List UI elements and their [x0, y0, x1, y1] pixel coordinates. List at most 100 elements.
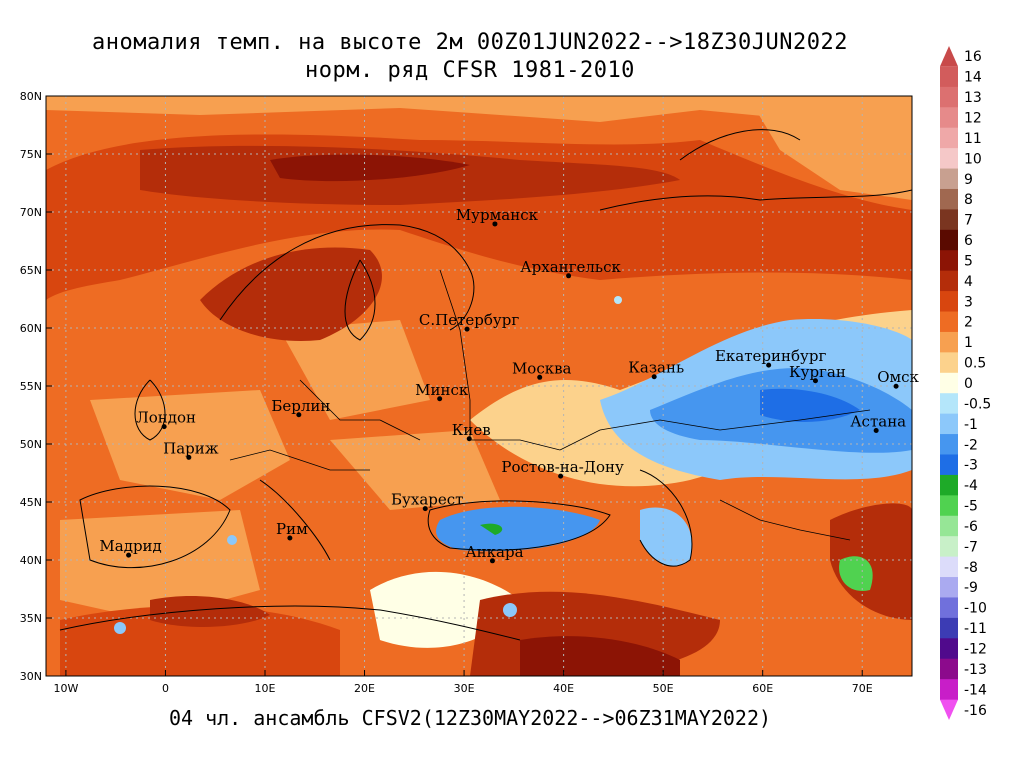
lon-label: 70E: [852, 682, 873, 695]
coast-iberia: [79, 485, 231, 569]
colorbar-label: 3: [964, 294, 973, 310]
city-label: Киев: [452, 421, 491, 439]
city-dot: [186, 454, 192, 460]
city-label: Ростов-на-Дону: [501, 458, 624, 476]
colorbar-swatch: [940, 86, 958, 108]
lat-label: 75N: [20, 148, 42, 161]
lat-label: 40N: [20, 554, 42, 567]
colorbar-swatch: [940, 556, 958, 578]
colorbar-label: 14: [964, 70, 982, 86]
city-label: Мурманск: [456, 206, 539, 224]
colorbar-label: -8: [964, 560, 978, 576]
city-label: Курган: [789, 363, 846, 381]
city-dot: [893, 383, 899, 389]
city-dot: [537, 374, 543, 380]
colorbar-swatch: [940, 679, 958, 701]
city-dot: [558, 473, 564, 479]
city-label: Екатеринбург: [715, 347, 826, 365]
city-label: Минск: [415, 381, 469, 399]
colorbar-swatch: [940, 46, 958, 67]
colorbar-label: -12: [964, 642, 987, 658]
colorbar-swatch: [940, 577, 958, 598]
city-dot: [766, 362, 772, 368]
lon-label: 0: [162, 682, 169, 695]
colorbar-swatch: [940, 434, 958, 455]
colorbar-swatch: [940, 638, 958, 660]
city-label: Мадрид: [99, 537, 161, 555]
city-markers: Мурманск Архангельск С.Петербург Москва Каза…: [99, 206, 920, 564]
colorbar-swatch: [940, 66, 958, 88]
colorbar-label: -13: [964, 662, 987, 678]
coast-novaya-zemlya: [679, 129, 801, 161]
city-label: Анкара: [465, 543, 523, 561]
city-dot: [466, 436, 472, 442]
city-dot: [812, 378, 818, 384]
city-label: Москва: [512, 359, 572, 377]
colorbar-label: -4: [964, 478, 978, 494]
city-label: Лондон: [136, 409, 196, 427]
lon-label: 20E: [354, 682, 375, 695]
colorbar-swatch: [940, 597, 958, 619]
colorbar-swatch: [940, 413, 958, 435]
colorbar: 16 14 13 12 11 10 9 8 7 6 5 4 3 2 1 0.5 0 -0.5 -1 -2 -3 -4 -5 -…: [940, 46, 991, 720]
map-title-line1: аномалия темп. на высоте 2м 00Z01JUN2022…: [92, 30, 848, 55]
city-label: Париж: [163, 439, 219, 457]
field-north-edge: [46, 96, 912, 130]
country-borders: [229, 269, 871, 541]
colorbar-swatch: [940, 311, 958, 333]
colorbar-label: -0.5: [964, 396, 991, 412]
colorbar-label: -10: [964, 601, 987, 617]
city-label: Астана: [850, 413, 906, 431]
colorbar-swatch: [940, 393, 958, 415]
city-dot: [651, 374, 657, 380]
colorbar-swatch: [940, 229, 958, 251]
lat-label: 65N: [20, 264, 42, 277]
coastlines: [59, 129, 913, 641]
colorbar-label: -1: [964, 417, 978, 433]
colorbar-swatch: [940, 270, 958, 292]
city-dot: [126, 552, 132, 558]
city-label: Казань: [628, 359, 684, 377]
colorbar-label: 0: [964, 376, 973, 392]
colorbar-swatch: [940, 331, 958, 353]
field-black-sea: [436, 506, 600, 552]
colorbar-label: -14: [964, 682, 987, 698]
colorbar-label: 0.5: [964, 356, 986, 372]
colorbar-label: -11: [964, 621, 987, 637]
colorbar-swatch: [940, 515, 958, 537]
city-dot: [296, 412, 302, 418]
colorbar-label: 1: [964, 335, 973, 351]
lon-label: 10W: [53, 682, 78, 695]
colorbar-label: -7: [964, 539, 978, 555]
city-dot: [873, 428, 879, 434]
colorbar-swatch: [940, 699, 958, 720]
city-dot: [566, 273, 572, 279]
colorbar-swatch: [940, 188, 958, 210]
colorbar-label: 13: [964, 90, 982, 106]
colorbar-label: 6: [964, 233, 973, 249]
coast-caspian: [639, 469, 693, 567]
lat-label: 55N: [20, 380, 42, 393]
city-dot: [464, 326, 470, 332]
colorbar-swatch: [940, 658, 958, 680]
grid-lines: [46, 96, 912, 676]
colorbar-swatch: [940, 536, 958, 558]
lon-label: 50E: [653, 682, 674, 695]
colorbar-swatch: [940, 454, 958, 476]
coast-arctic-russia: [599, 189, 913, 211]
city-dot: [161, 424, 167, 430]
lat-label: 80N: [20, 90, 42, 103]
city-label: Рим: [276, 520, 308, 538]
colorbar-label: -9: [964, 580, 978, 596]
coast-scandinavia: [219, 224, 475, 331]
lon-label: 30E: [454, 682, 475, 695]
city-dot: [287, 535, 293, 541]
coast-italy: [259, 479, 331, 561]
colorbar-label: 11: [964, 131, 982, 147]
lat-label: 45N: [20, 496, 42, 509]
colorbar-swatch: [940, 352, 958, 374]
lat-label: 60N: [20, 322, 42, 335]
colorbar-label: 4: [964, 274, 973, 290]
colorbar-label: -5: [964, 499, 978, 515]
city-label: С.Петербург: [419, 311, 519, 329]
